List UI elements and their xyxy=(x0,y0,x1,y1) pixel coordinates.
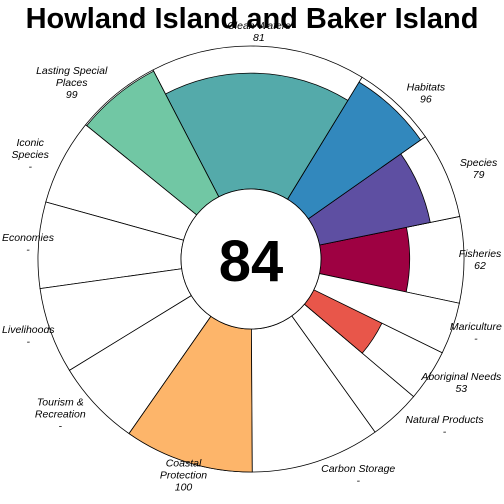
goal-name-iconic-species: Species xyxy=(12,149,50,161)
goal-label-habitats: Habitats 96 xyxy=(407,82,446,106)
goal-score-economies: - xyxy=(26,244,30,256)
goal-name-economies: Economies xyxy=(2,232,55,244)
goal-score-coastal-protection: 100 xyxy=(175,482,193,494)
goal-name-natural-products: Natural Products xyxy=(405,414,484,426)
goal-name-lasting-special-places: Places xyxy=(56,77,88,89)
goal-label-clean-waters: Clean Waters 81 xyxy=(227,20,291,44)
goal-score-aboriginal-needs: 53 xyxy=(455,383,467,395)
goal-score-mariculture: - xyxy=(474,333,478,345)
goal-label-aboriginal-needs: Aboriginal Needs 53 xyxy=(420,371,502,395)
goal-label-fisheries: Fisheries 62 xyxy=(459,248,502,272)
goal-name-coastal-protection: Protection xyxy=(160,470,207,482)
goal-score-carbon-storage: - xyxy=(356,475,360,487)
goal-label-mariculture: Mariculture - xyxy=(450,321,502,345)
goal-name-aboriginal-needs: Aboriginal Needs xyxy=(420,371,502,383)
goal-label-species: Species 79 xyxy=(460,157,498,181)
goal-label-lasting-special-places: Lasting Special Places 99 xyxy=(36,65,108,101)
goal-score-habitats: 96 xyxy=(420,94,432,106)
goal-name-clean-waters: Clean Waters xyxy=(227,20,291,32)
goal-label-natural-products: Natural Products - xyxy=(405,414,484,438)
goal-score-clean-waters: 81 xyxy=(253,32,265,44)
goal-score-iconic-species: - xyxy=(28,161,32,173)
goal-label-economies: Economies - xyxy=(2,232,55,256)
goal-name-iconic-species: Iconic xyxy=(16,137,44,149)
goal-label-tourism-recreation: Tourism & Recreation - xyxy=(35,397,86,433)
goal-score-livelihoods: - xyxy=(27,336,31,348)
goal-score-species: 79 xyxy=(473,169,485,181)
goal-name-mariculture: Mariculture xyxy=(450,321,502,333)
goal-name-carbon-storage: Carbon Storage xyxy=(321,463,395,475)
goal-label-livelihoods: Livelihoods - xyxy=(2,324,55,348)
goal-name-livelihoods: Livelihoods xyxy=(2,324,55,336)
goal-name-species: Species xyxy=(460,157,498,169)
goal-score-fisheries: 62 xyxy=(474,260,486,272)
goal-name-lasting-special-places: Lasting Special xyxy=(36,65,108,77)
petal-layer xyxy=(37,45,465,473)
center-circle xyxy=(180,188,322,330)
goal-name-habitats: Habitats xyxy=(407,82,446,94)
goal-name-tourism-recreation: Tourism & xyxy=(37,397,84,409)
goal-label-carbon-storage: Carbon Storage - xyxy=(321,463,395,487)
goal-label-iconic-species: Iconic Species - xyxy=(12,137,50,173)
goal-score-natural-products: - xyxy=(443,426,447,438)
goal-label-coastal-protection: Coastal Protection 100 xyxy=(160,458,207,494)
goal-score-lasting-special-places: 99 xyxy=(66,89,78,101)
goal-name-tourism-recreation: Recreation xyxy=(35,409,86,421)
center-score: 84 xyxy=(219,229,284,294)
chart-title: Howland Island and Baker Island xyxy=(26,3,479,35)
goal-name-coastal-protection: Coastal xyxy=(166,458,202,470)
goal-name-fisheries: Fisheries xyxy=(459,248,502,260)
goal-score-tourism-recreation: - xyxy=(59,421,63,433)
